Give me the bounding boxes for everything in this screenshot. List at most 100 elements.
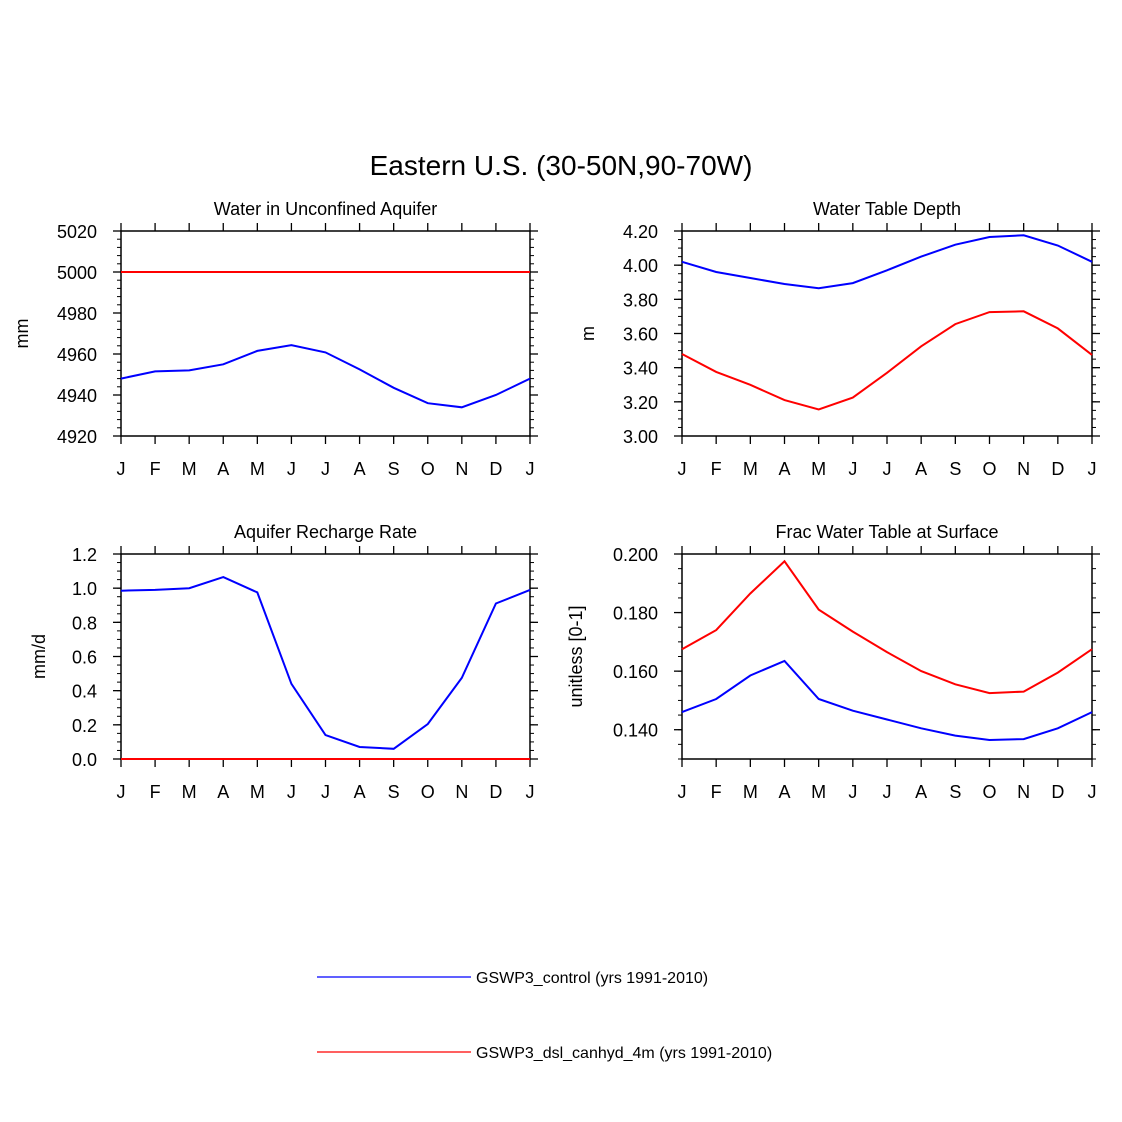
chart-0-ytick-label: 5000 [57,263,97,283]
chart-2-xtick-label: D [489,782,502,802]
chart-0-ytick-label: 4960 [57,345,97,365]
chart-2-ytick-label: 0.2 [72,716,97,736]
chart-1-series-control-line [681,234,1093,290]
chart-3-ytick-label: 0.140 [613,721,658,741]
chart-0-title: Water in Unconfined Aquifer [214,199,437,219]
chart-1-xtick-label: O [982,459,996,479]
chart-3-xtick-label: J [1088,782,1097,802]
chart-0-xtick-label: A [354,459,366,479]
chart-0-ytick-label: 4980 [57,304,97,324]
chart-1-xtick-label: D [1051,459,1064,479]
chart-3-ylabel: unitless [0-1] [566,605,586,707]
chart-2-xtick-label: J [321,782,330,802]
chart-1-plot-frame [681,230,1093,437]
legend-item-control: GSWP3_control (yrs 1991-2010) [317,970,708,987]
chart-2-ytick-label: 1.2 [72,545,97,565]
chart-3-xtick-label: O [982,782,996,802]
chart-0-xtick-label: J [287,459,296,479]
chart-2-xtick-label: S [388,782,400,802]
chart-3-xtick-label: F [711,782,722,802]
chart-0-xtick-label: M [250,459,265,479]
chart-0-xtick-label: M [182,459,197,479]
chart-0-xtick-label: A [217,459,229,479]
chart-2-title: Aquifer Recharge Rate [234,522,417,542]
chart-1-ytick-label: 4.00 [623,256,658,276]
legend-label-control: GSWP3_control (yrs 1991-2010) [476,970,708,987]
chart-2-ytick-label: 0.0 [72,750,97,770]
chart-2-ytick-label: 0.6 [72,648,97,668]
chart-0-series-control-line [120,344,531,409]
legend: GSWP3_control (yrs 1991-2010) GSWP3_dsl_… [317,970,772,1062]
chart-0-ytick-label: 4920 [57,427,97,447]
chart-1-ytick-label: 3.00 [623,427,658,447]
chart-0-ylabel: mm [12,319,32,349]
chart-2-ytick-label: 0.4 [72,682,97,702]
chart-1-xtick-label: J [1088,459,1097,479]
chart-1-ytick-label: 4.20 [623,222,658,242]
chart-0-xtick-label: J [526,459,535,479]
chart-1-xtick-label: M [743,459,758,479]
chart-2-xtick-label: F [150,782,161,802]
legend-label-experiment: GSWP3_dsl_canhyd_4m (yrs 1991-2010) [476,1045,772,1062]
chart-0-xtick-label: D [489,459,502,479]
chart-3-ytick-label: 0.200 [613,545,658,565]
chart-1-ytick-label: 3.40 [623,359,658,379]
chart-1-xtick-label: S [949,459,961,479]
chart-2-plot-frame [120,553,531,760]
chart-1-ylabel: m [578,326,598,341]
chart-1-xtick-label: A [778,459,790,479]
chart-2-xtick-label: J [287,782,296,802]
chart-2-xtick-label: N [455,782,468,802]
chart-3-xtick-label: N [1017,782,1030,802]
chart-1-xtick-label: F [711,459,722,479]
chart-3-series-control-line [681,659,1093,742]
chart-1-xtick-label: J [883,459,892,479]
chart-3-title: Frac Water Table at Surface [775,522,998,542]
chart-1-xtick-label: A [915,459,927,479]
chart-3-ytick-label: 0.160 [613,662,658,682]
chart-1-xtick-label: J [678,459,687,479]
chart-3-xtick-label: J [848,782,857,802]
chart-3-ytick-label: 0.180 [613,604,658,624]
chart-2-ylabel: mm/d [29,634,49,679]
chart-3-xtick-label: M [743,782,758,802]
chart-1-xtick-label: J [848,459,857,479]
chart-3-plot-frame [681,553,1093,760]
chart-1-ytick-label: 3.60 [623,325,658,345]
chart-3-xtick-label: D [1051,782,1064,802]
chart-2-xtick-label: J [526,782,535,802]
chart-0-ytick-label: 5020 [57,222,97,242]
chart-3-series-experiment-line [681,559,1093,695]
chart-2-xtick-label: A [354,782,366,802]
chart-3-xtick-label: A [915,782,927,802]
chart-1-series-experiment-line [681,310,1093,411]
chart-0-xtick-label: S [388,459,400,479]
chart-2-xtick-label: O [421,782,435,802]
legend-item-experiment: GSWP3_dsl_canhyd_4m (yrs 1991-2010) [317,1045,772,1062]
chart-1-ytick-label: 3.20 [623,393,658,413]
chart-3-xtick-label: J [678,782,687,802]
chart-1-xtick-label: N [1017,459,1030,479]
chart-2-ytick-label: 0.8 [72,613,97,633]
chart-2-xtick-label: A [217,782,229,802]
chart-0-xtick-label: J [321,459,330,479]
chart-1-ytick-label: 3.80 [623,290,658,310]
chart-0-xtick-label: O [421,459,435,479]
chart-0-xtick-label: N [455,459,468,479]
chart-1-title: Water Table Depth [813,199,961,219]
chart-2-xtick-label: M [250,782,265,802]
chart-2-ytick-label: 1.0 [72,579,97,599]
chart-1-xtick-label: M [811,459,826,479]
chart-3-xtick-label: J [883,782,892,802]
chart-3-xtick-label: M [811,782,826,802]
chart-3-xtick-label: S [949,782,961,802]
chart-0-ytick-label: 4940 [57,386,97,406]
chart-0-xtick-label: J [117,459,126,479]
chart-2-xtick-label: M [182,782,197,802]
chart-3-xtick-label: A [778,782,790,802]
